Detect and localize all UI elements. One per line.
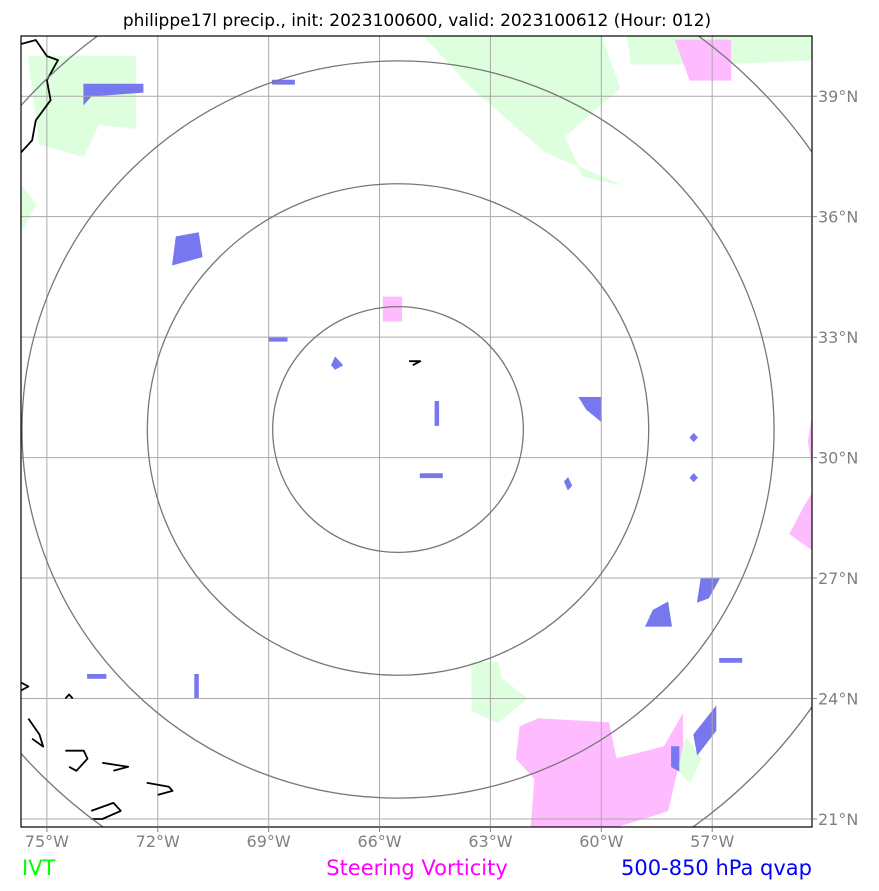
- chart-title: philippe17l precip., init: 2023100600, v…: [123, 11, 711, 31]
- shaded-region: [671, 746, 680, 772]
- shaded-region: [693, 705, 717, 756]
- range-ring: [272, 305, 525, 554]
- shaded-region: [419, 473, 443, 479]
- y-tick-label: 30°N: [818, 449, 858, 468]
- legend-steering-vorticity: Steering Vorticity: [326, 856, 508, 880]
- coastline: [21, 39, 59, 154]
- layer-ivt: [21, 36, 812, 784]
- shaded-region: [83, 83, 144, 106]
- shaded-region: [331, 356, 344, 370]
- shaded-region: [87, 674, 107, 679]
- coastline: [27, 718, 45, 748]
- shaded-region: [471, 662, 529, 724]
- gridlines: [21, 36, 812, 827]
- y-tick-label: 21°N: [818, 810, 858, 829]
- legend-qvap: 500-850 hPa qvap: [621, 856, 812, 880]
- shaded-region: [807, 417, 812, 466]
- x-tick-label: 72°W: [136, 832, 180, 851]
- x-tick-label: 57°W: [690, 832, 734, 851]
- x-tick-label: 63°W: [468, 832, 512, 851]
- y-tick-label: 39°N: [818, 87, 858, 106]
- shaded-region: [789, 492, 812, 551]
- x-tick-label: 60°W: [579, 832, 623, 851]
- coastline: [21, 681, 30, 692]
- y-tick-label: 33°N: [818, 328, 858, 347]
- coastline: [65, 749, 89, 772]
- x-tick-label: 69°W: [247, 832, 291, 851]
- shaded-region: [674, 39, 732, 81]
- shaded-region: [578, 396, 602, 423]
- x-tick-label: 75°W: [25, 832, 69, 851]
- shaded-region: [434, 400, 440, 426]
- coastline: [90, 802, 122, 820]
- range-ring: [146, 183, 650, 676]
- coastline: [409, 360, 422, 366]
- range-ring: [21, 60, 775, 799]
- legend-ivt: IVT: [22, 856, 56, 880]
- shaded-region: [719, 658, 743, 663]
- shaded-region: [268, 336, 288, 342]
- shaded-region: [696, 577, 721, 603]
- shaded-region: [194, 674, 199, 699]
- coastline: [102, 761, 130, 772]
- layer-steering-vorticity: [382, 39, 812, 827]
- shaded-region: [563, 476, 573, 491]
- shaded-region: [645, 601, 672, 627]
- shaded-region: [382, 296, 403, 322]
- map-frame: [20, 35, 813, 828]
- coastline: [146, 781, 174, 796]
- coastline: [64, 693, 74, 700]
- y-tick-label: 27°N: [818, 569, 858, 588]
- shaded-region: [515, 713, 683, 827]
- shaded-region: [689, 432, 698, 443]
- shaded-region: [271, 79, 295, 85]
- shaded-region: [21, 183, 37, 233]
- layer-qvap: [83, 79, 743, 772]
- latitude-axis: 21°N 24°N 27°N 30°N 33°N 36°N 39°N: [812, 87, 858, 829]
- y-tick-label: 24°N: [818, 690, 858, 709]
- shaded-region: [423, 36, 621, 185]
- shaded-region: [689, 473, 698, 483]
- x-tick-label: 66°W: [357, 832, 401, 851]
- coastlines: [21, 39, 422, 820]
- shaded-region: [27, 55, 137, 157]
- y-tick-label: 36°N: [818, 208, 858, 227]
- shaded-region: [172, 232, 203, 266]
- longitude-axis: 75°W 72°W 69°W 66°W 63°W 60°W 57°W: [25, 827, 734, 851]
